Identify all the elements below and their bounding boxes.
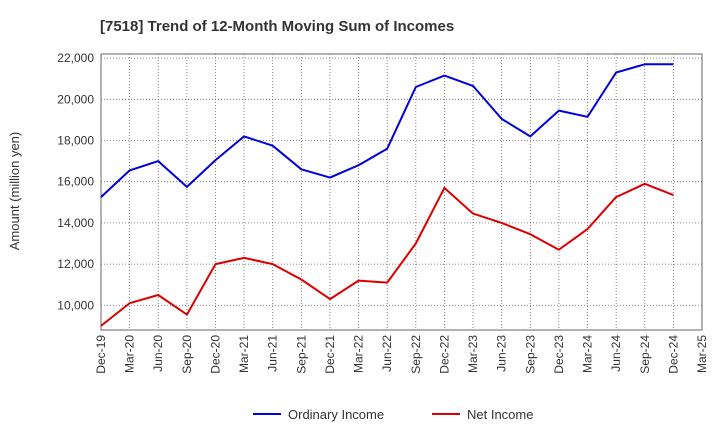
x-tick-label: Jun-23 xyxy=(495,335,509,372)
x-tick-label: Jun-21 xyxy=(266,335,280,372)
x-tick-label: Jun-22 xyxy=(380,335,394,372)
y-tick-label: 10,000 xyxy=(57,298,94,312)
x-tick-label: Mar-24 xyxy=(581,335,595,373)
legend-label: Net Income xyxy=(467,407,533,422)
x-tick-label: Dec-24 xyxy=(666,335,680,374)
y-tick-label: 12,000 xyxy=(57,257,94,271)
series-line-net-income xyxy=(100,182,674,327)
y-tick-label: 22,000 xyxy=(57,51,94,65)
x-tick-label: Sep-24 xyxy=(638,335,652,374)
x-tick-label: Jun-20 xyxy=(151,335,165,372)
y-tick-label: 20,000 xyxy=(57,92,94,106)
x-tick-label: Mar-22 xyxy=(352,335,366,373)
y-axis-label: Amount (million yen) xyxy=(7,132,22,251)
y-tick-label: 16,000 xyxy=(57,175,94,189)
legend-label: Ordinary Income xyxy=(288,407,384,422)
x-tick-label: Dec-22 xyxy=(437,335,451,374)
x-tick-label: Dec-23 xyxy=(552,335,566,374)
x-tick-label: Jun-24 xyxy=(609,335,623,372)
grid xyxy=(101,54,702,330)
chart-title: [7518] Trend of 12-Month Moving Sum of I… xyxy=(100,18,454,35)
plot-frame xyxy=(100,53,703,331)
axes: 10,000 12,000 14,000 16,000 18,000 20,000 22,0… xyxy=(57,51,709,374)
x-tick-label: Dec-21 xyxy=(323,335,337,374)
legend: Ordinary Income Net Income xyxy=(253,407,533,422)
x-tick-label: Dec-20 xyxy=(208,335,222,374)
x-tick-label: Dec-19 xyxy=(94,335,108,374)
x-tick-label: Mar-25 xyxy=(695,335,709,373)
x-tick-label: Mar-21 xyxy=(237,335,251,373)
x-tick-label: Sep-20 xyxy=(180,335,194,374)
x-tick-label: Mar-20 xyxy=(123,335,137,373)
y-tick-label: 14,000 xyxy=(57,216,94,230)
x-tick-label: Mar-23 xyxy=(466,335,480,373)
x-tick-label: Sep-22 xyxy=(409,335,423,374)
series-layer xyxy=(100,63,674,327)
x-tick-label: Sep-23 xyxy=(523,335,537,374)
x-tick-label: Sep-21 xyxy=(294,335,308,374)
series-line-ordinary-income xyxy=(100,63,674,198)
y-tick-label: 18,000 xyxy=(57,134,94,148)
